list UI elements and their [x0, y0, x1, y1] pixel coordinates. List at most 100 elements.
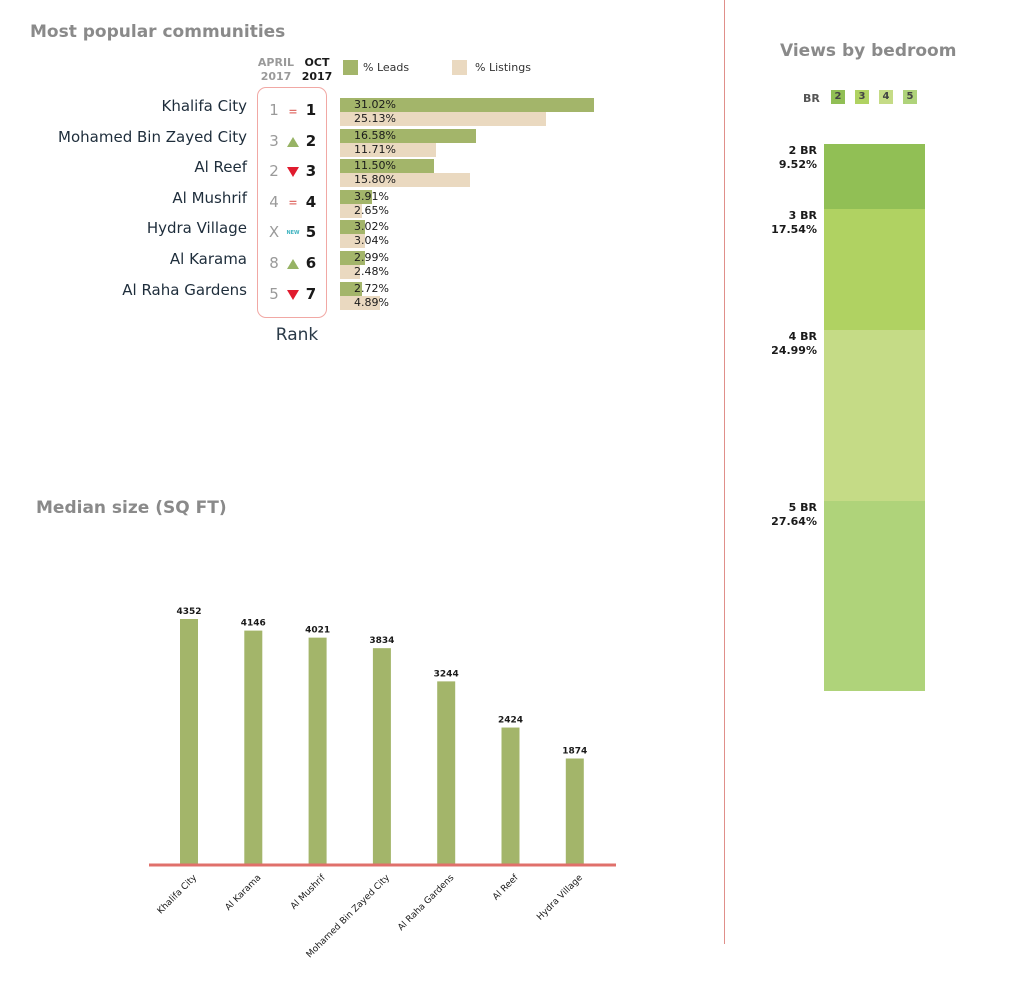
bedroom-segment-percent: 17.54% [771, 223, 817, 237]
section-divider [724, 0, 725, 944]
listings-bar [340, 112, 547, 126]
median-size-value-label: 3244 [434, 669, 459, 679]
median-size-category-label: Al Karama [224, 873, 264, 913]
listings-bar [340, 234, 365, 249]
oct-2017-header: OCT 2017 [298, 56, 336, 84]
community-name: Khalifa City [161, 97, 247, 115]
leads-bar [340, 98, 595, 112]
bedroom-segment-label: 2 BR 9.52% [779, 144, 817, 172]
rank-april: 2 [269, 162, 279, 181]
bedroom-legend-swatch: 4 [879, 90, 893, 104]
leads-bar [340, 281, 363, 296]
median-size-category-label: Al Raha Gardens [396, 873, 456, 933]
leads-value-label: 3.91% [354, 189, 389, 203]
rank-april: 5 [269, 284, 279, 303]
median-size-chart: 4352 Khalifa City 4146 Al Karama 4021 Al Mush… [149, 607, 616, 960]
rank-label: Rank [275, 325, 319, 345]
listings-value-label: 3.04% [354, 234, 389, 248]
community-name: Mohamed Bin Zayed City [58, 127, 247, 146]
rank-oct: 3 [305, 162, 317, 181]
views-by-bedroom-title: Views by bedroom [780, 41, 957, 61]
rank-oct: 5 [305, 223, 317, 242]
rank-change-text: = [288, 104, 298, 118]
leads-bar [340, 128, 476, 143]
bedroom-segment-percent: 24.99% [771, 343, 817, 357]
rank-change-equal-icon: = [286, 104, 300, 118]
leads-value-label: 31.02% [354, 98, 396, 111]
rank-oct: 4 [305, 192, 317, 211]
community-name: Al Reef [194, 158, 247, 177]
leads-legend-swatch [343, 60, 358, 75]
median-size-bar [244, 630, 263, 864]
community-name: Al Karama [169, 250, 247, 268]
listings-bar [340, 295, 381, 310]
leads-bar [340, 189, 373, 204]
rank-change-new-icon: NEW [286, 226, 300, 240]
bedroom-segment-label: 5 BR 27.64% [771, 501, 817, 529]
listings-bar [340, 142, 437, 157]
bedroom-segment-name: 3 BR [788, 209, 817, 223]
median-size-value-label: 4021 [305, 626, 330, 636]
rank-oct: 1 [305, 101, 317, 119]
bedroom-segment-5br [824, 501, 925, 691]
listings-value-label: 2.48% [354, 265, 389, 278]
listings-bar [340, 265, 361, 279]
rank-april: X [268, 223, 280, 242]
oct-header-month: OCT [304, 56, 330, 69]
rank-change-up-icon [286, 135, 300, 149]
median-size-bar [308, 637, 327, 864]
rank-oct: 7 [305, 284, 317, 303]
community-name: Al Mushrif [172, 188, 247, 207]
leads-value-label: 11.50% [354, 159, 396, 173]
median-size-value-label: 3834 [369, 636, 394, 646]
rank-april: 1 [269, 101, 279, 119]
median-size-value-label: 2424 [498, 716, 523, 726]
april-header-month: APRIL [257, 56, 295, 69]
community-name: Hydra Village [146, 219, 247, 238]
rank-change-equal-icon: = [286, 196, 300, 210]
leads-value-label: 16.58% [354, 128, 396, 142]
median-size-value-label: 4352 [176, 607, 201, 617]
bedroom-legend-label: BR [803, 92, 820, 105]
median-size-title: Median size (SQ FT) [36, 498, 227, 518]
median-size-category-label: Hydra Village [535, 873, 585, 923]
bedroom-segment-4br [824, 329, 925, 502]
leads-bar [340, 159, 435, 174]
listings-bar [340, 173, 470, 188]
median-size-bar [180, 619, 198, 864]
bedroom-segment-percent: 27.64% [771, 515, 817, 529]
listings-bar [340, 203, 362, 218]
april-header-year: 2017 [260, 70, 292, 83]
listings-value-label: 11.71% [354, 142, 396, 156]
median-size-bar [372, 648, 391, 864]
leads-bar [340, 251, 365, 265]
median-size-value-label: 4146 [241, 619, 266, 629]
rank-change-down-icon [286, 288, 300, 302]
bedroom-segment-name: 5 BR [788, 501, 817, 515]
oct-header-year: 2017 [301, 70, 333, 83]
bedroom-legend-swatch: 2 [831, 90, 845, 104]
listings-value-label: 15.80% [354, 173, 396, 187]
median-size-value-label: 1874 [562, 747, 587, 757]
leads-value-label: 2.99% [354, 251, 389, 264]
median-size-bar [437, 681, 456, 864]
rank-change-down-icon [286, 165, 300, 179]
bedroom-segment-percent: 9.52% [778, 158, 817, 171]
leads-bar [340, 220, 365, 235]
listings-value-label: 2.65% [354, 203, 389, 217]
listings-legend-swatch [452, 60, 467, 75]
leads-legend-label: % Leads [363, 61, 410, 74]
median-size-category-label: Al Reef [491, 872, 521, 902]
rank-april: 4 [269, 192, 279, 211]
bedroom-segment-2br [824, 144, 925, 210]
bedroom-legend-swatch: 5 [903, 90, 917, 104]
median-size-bar [565, 758, 584, 864]
rank-change-up-icon [286, 257, 300, 271]
april-2017-header: APRIL 2017 [255, 56, 297, 84]
rank-change-text: = [288, 196, 298, 210]
leads-value-label: 3.02% [354, 220, 389, 234]
listings-legend-label: % Listings [475, 61, 531, 74]
median-size-bar [501, 727, 520, 864]
popular-communities-title: Most popular communities [30, 22, 286, 42]
rank-box [257, 87, 327, 318]
